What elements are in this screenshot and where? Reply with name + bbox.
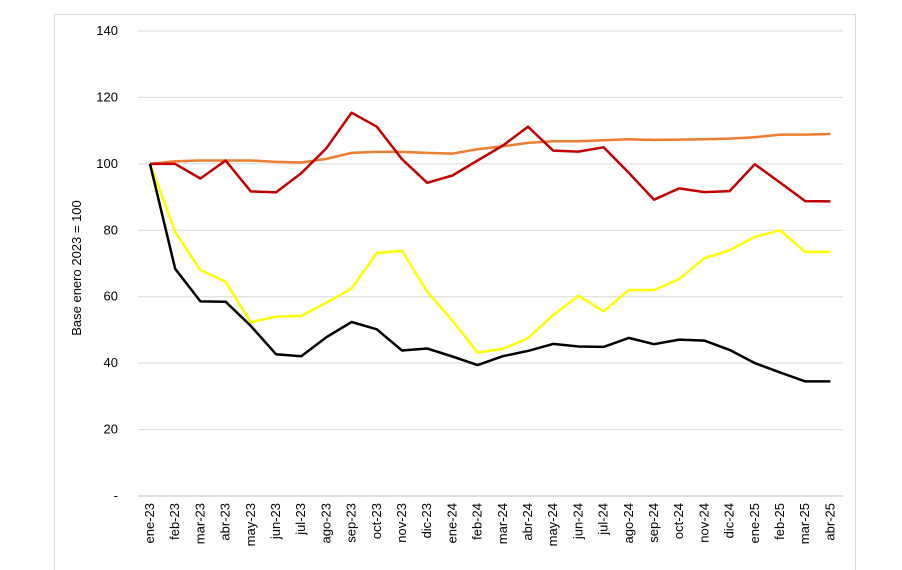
y-tick-label: 140 <box>96 23 118 38</box>
series-line-1 <box>149 132 831 166</box>
x-tick-label: abr-24 <box>520 503 535 541</box>
y-axis-ticks: - 20 40 60 80 100 120 140 <box>96 23 118 503</box>
series-line-4 <box>148 163 831 383</box>
x-tick-label: sep-23 <box>344 503 359 543</box>
x-tick-label: mar-24 <box>495 503 510 544</box>
y-tick-label: 60 <box>104 289 118 304</box>
y-tick-label: 40 <box>104 355 118 370</box>
x-tick-label: jul-23 <box>293 503 308 536</box>
x-tick-label: ago-24 <box>621 503 636 543</box>
x-tick-label: mar-23 <box>192 503 207 544</box>
x-tick-label: mar-25 <box>797 503 812 544</box>
x-tick-label: nov-23 <box>394 503 409 543</box>
chart-frame <box>54 14 856 570</box>
x-tick-label: sep-24 <box>646 503 661 543</box>
x-tick-label: ene-25 <box>747 503 762 543</box>
x-tick-label: feb-24 <box>470 503 485 540</box>
gridlines <box>138 30 843 431</box>
x-tick-label: jun-23 <box>268 503 283 540</box>
x-tick-label: feb-23 <box>167 503 182 540</box>
y-tick-label: 80 <box>104 222 118 237</box>
x-tick-label: dic-23 <box>419 503 434 538</box>
x-tick-label: may-24 <box>545 503 560 546</box>
x-axis-ticks: ene-23 feb-23 mar-23 abr-23 may-23 jun-23 jul-… <box>142 503 837 546</box>
y-tick-label: 120 <box>96 89 118 104</box>
x-tick-label: ago-23 <box>318 503 333 543</box>
x-tick-label: oct-23 <box>369 503 384 539</box>
x-tick-label: ene-23 <box>142 503 157 543</box>
y-tick-label: - <box>114 488 118 503</box>
y-tick-label: 100 <box>96 156 118 171</box>
x-tick-label: abr-25 <box>822 503 837 541</box>
x-tick-label: oct-24 <box>671 503 686 539</box>
y-axis-label: Base enero 2023 = 100 <box>69 200 84 336</box>
x-tick-label: ene-24 <box>444 503 459 543</box>
series-line-3 <box>148 163 831 354</box>
x-tick-label: abr-23 <box>218 503 233 541</box>
x-tick-label: nov-24 <box>696 503 711 543</box>
y-tick-label: 20 <box>104 422 118 437</box>
series-lines <box>148 111 831 383</box>
x-tick-label: jun-24 <box>570 503 585 540</box>
x-tick-label: may-23 <box>243 503 258 546</box>
x-tick-label: feb-25 <box>772 503 787 540</box>
x-tick-label: jul-24 <box>596 503 611 536</box>
x-tick-label: dic-24 <box>722 503 737 538</box>
series-line-2 <box>150 111 831 203</box>
